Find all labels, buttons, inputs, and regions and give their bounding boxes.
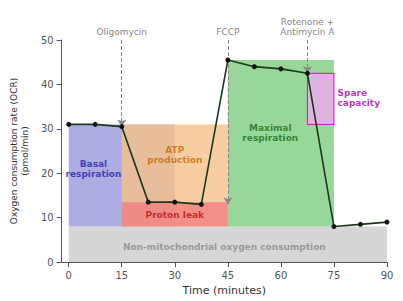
svg-text:75: 75	[328, 270, 341, 281]
svg-text:respiration: respiration	[242, 133, 298, 143]
svg-text:capacity: capacity	[337, 98, 380, 108]
svg-text:Antimycin A: Antimycin A	[280, 27, 335, 37]
svg-text:Time (minutes): Time (minutes)	[182, 284, 267, 297]
svg-text:production: production	[147, 155, 202, 165]
svg-text:60: 60	[275, 270, 288, 281]
svg-text:Rotenone +: Rotenone +	[281, 17, 334, 27]
svg-text:30: 30	[168, 270, 181, 281]
svg-text:15: 15	[115, 270, 128, 281]
svg-text:20: 20	[41, 168, 54, 179]
svg-text:10: 10	[41, 212, 54, 223]
svg-text:respiration: respiration	[65, 169, 121, 179]
svg-text:ATP: ATP	[165, 145, 184, 155]
svg-text:Spare: Spare	[337, 88, 367, 98]
svg-text:Oxygen consumption rate (OCR): Oxygen consumption rate (OCR)	[9, 78, 19, 224]
svg-text:(pmol/min): (pmol/min)	[20, 126, 30, 176]
svg-text:Proton leak: Proton leak	[146, 210, 206, 220]
svg-text:30: 30	[41, 123, 54, 134]
svg-text:Basal: Basal	[80, 159, 107, 169]
svg-text:0: 0	[47, 257, 53, 268]
svg-text:Maximal: Maximal	[249, 123, 291, 133]
svg-text:40: 40	[41, 79, 54, 90]
svg-text:FCCP: FCCP	[216, 27, 240, 37]
svg-text:45: 45	[221, 270, 234, 281]
svg-text:50: 50	[41, 35, 54, 46]
svg-text:90: 90	[381, 270, 394, 281]
svg-text:Non-mitochondrial oxygen consu: Non-mitochondrial oxygen consumption	[123, 242, 326, 252]
svg-text:0: 0	[66, 270, 72, 281]
svg-text:Oligomycin: Oligomycin	[96, 27, 147, 37]
